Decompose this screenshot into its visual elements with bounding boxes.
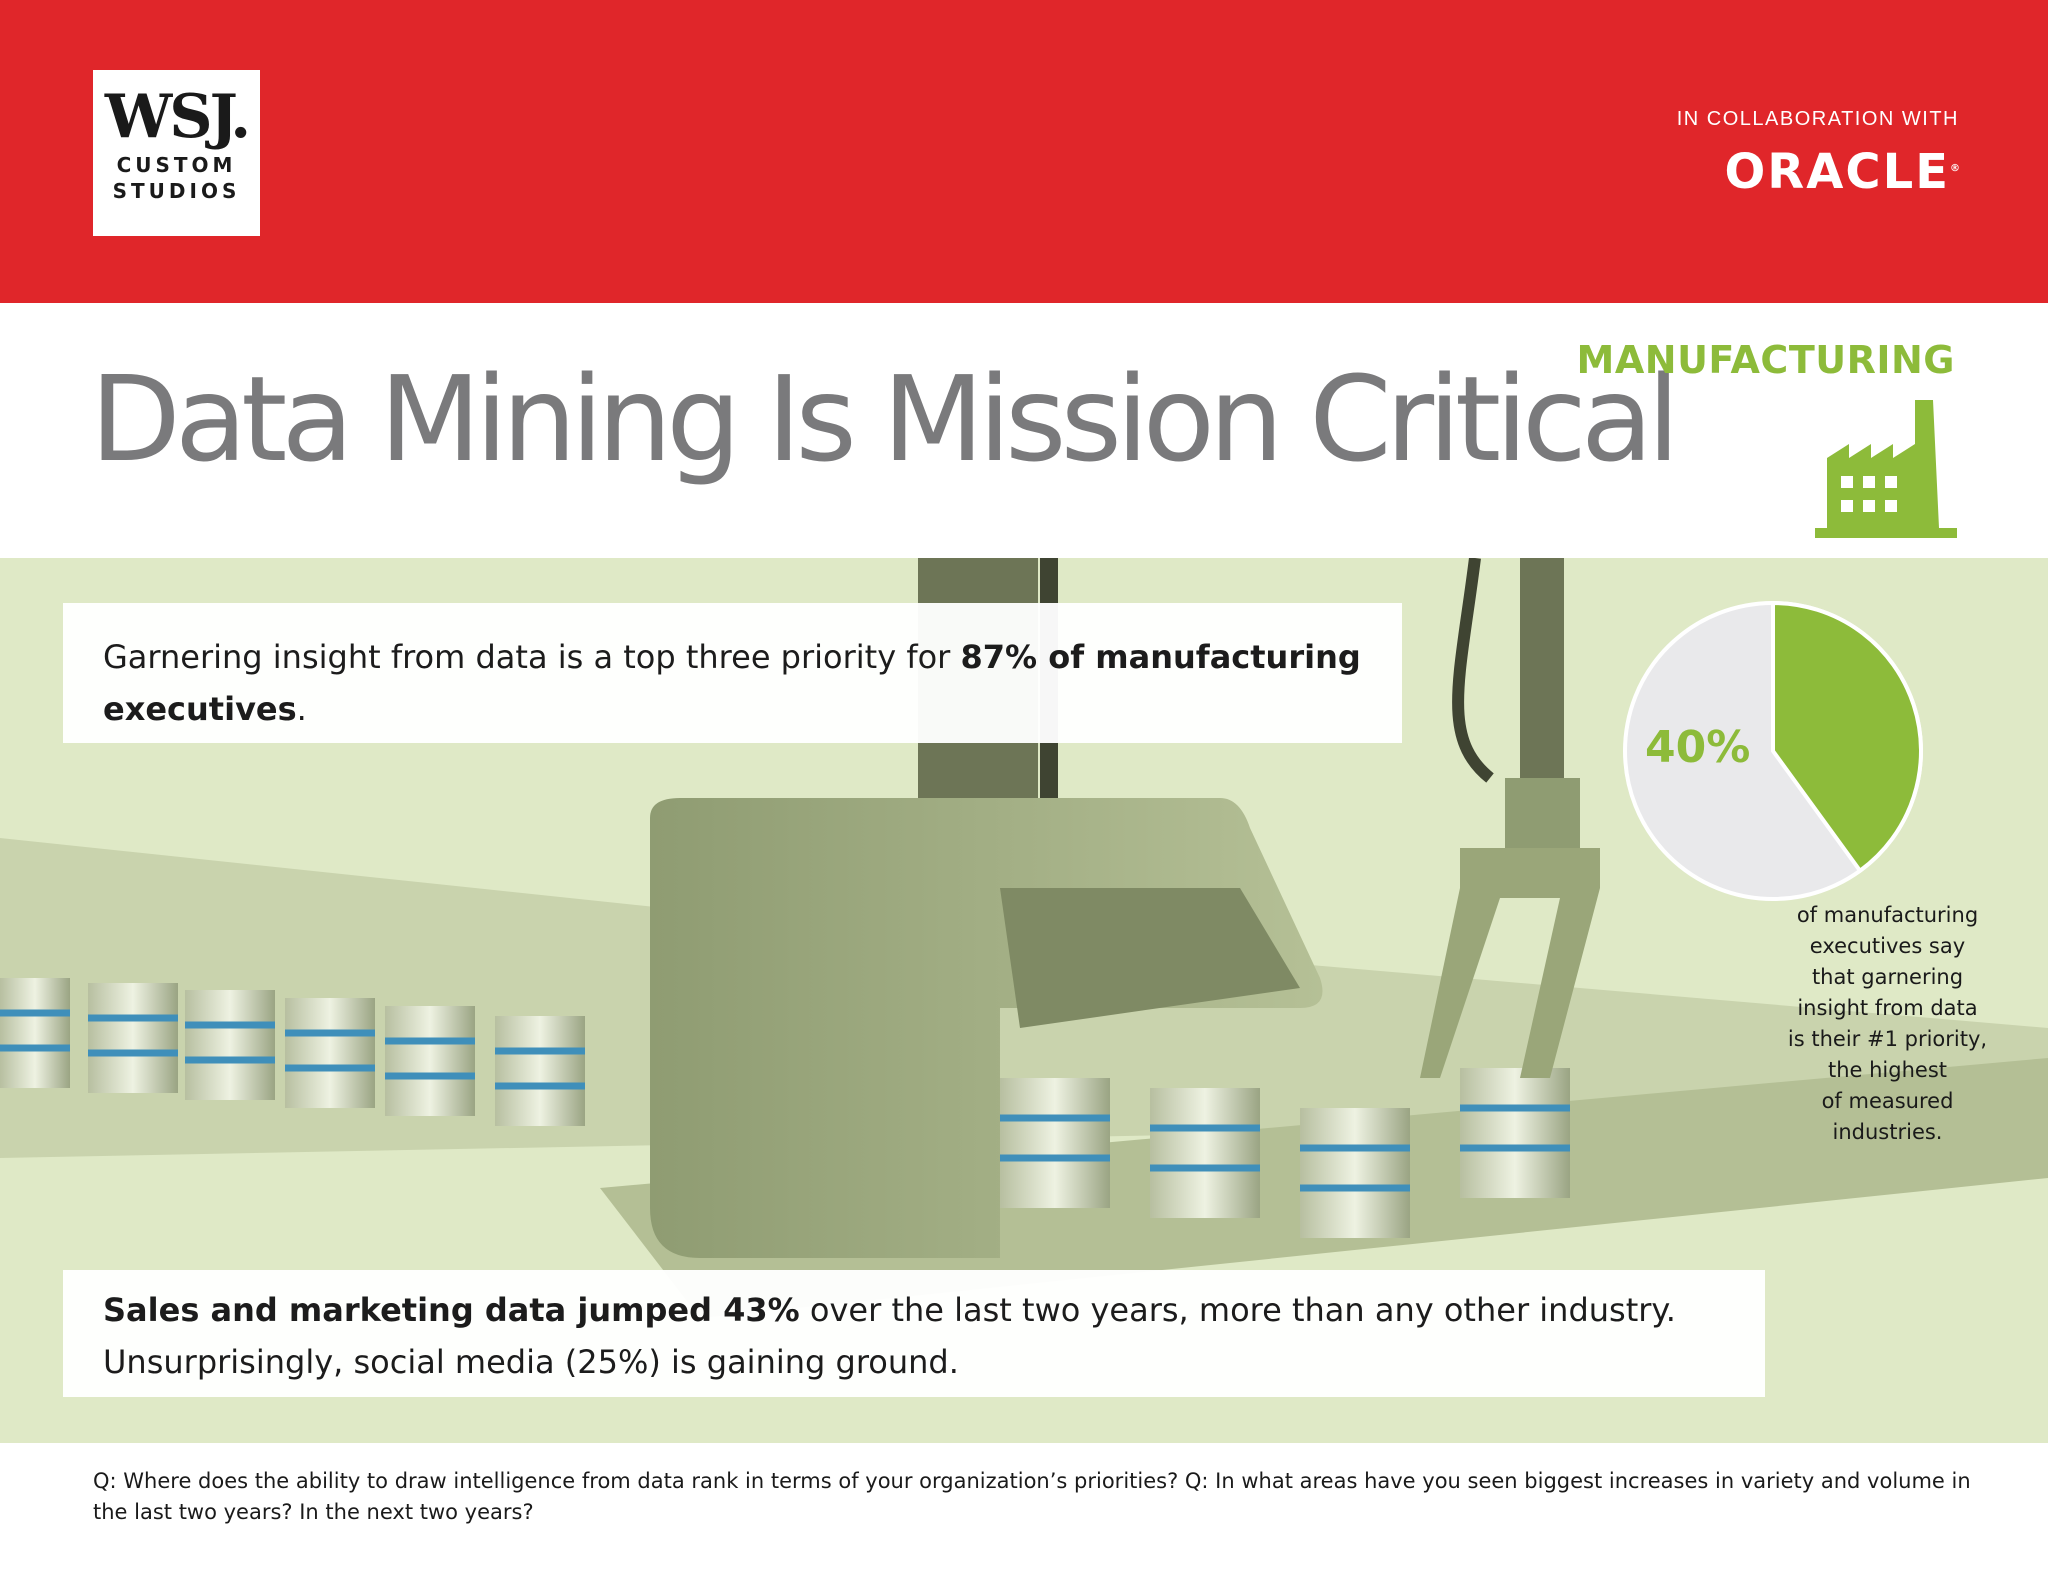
cans (0, 978, 1570, 1238)
industry-label: MANUFACTURING (1576, 338, 1955, 382)
callout-top-text-normal: Garnering insight from data is a top thr… (103, 638, 961, 676)
pie-caption-line: the highest (1827, 1058, 1948, 1082)
pie-caption-line: of measured (1821, 1089, 1954, 1113)
wsj-logo-mark: WSJ. (104, 82, 251, 152)
callout-top-text-bold: 87% of manufacturing executives (103, 638, 1361, 728)
pie-slice-40pct (1771, 600, 1923, 874)
collaboration-label: IN COLLABORATION WITH (1676, 108, 1959, 130)
header-banner: WSJ. CUSTOM STUDIOS IN COLLABORATION WIT… (0, 0, 2048, 303)
pie-caption-line: insight from data (1797, 996, 1978, 1020)
callout-bottom-text-normal: over the last two years, more than any o… (103, 1291, 1676, 1381)
wsj-logo-sub-line1: CUSTOM (116, 153, 237, 177)
wsj-custom-studios-logo: WSJ. CUSTOM STUDIOS (93, 70, 260, 236)
pie-caption-line: industries. (1832, 1120, 1943, 1144)
callout-bottom-text-bold: Sales and marketing data jumped 43% (103, 1291, 800, 1329)
factory-icon (1815, 400, 1957, 538)
callout-bottom-text: Sales and marketing data jumped 43% over… (103, 1284, 1763, 1388)
pie-percentage-label: 40% (1645, 722, 1751, 773)
conveyor-robot-illustration (0, 558, 2048, 1318)
callout-bottom: Sales and marketing data jumped 43% over… (63, 1270, 1765, 1397)
oracle-logo: ORACLE® (1724, 144, 1962, 200)
pie-caption-line: executives say (1809, 934, 1966, 958)
page-title: Data Mining Is Mission Critical (90, 350, 1680, 488)
wsj-logo-subtitle: CUSTOM STUDIOS (93, 152, 260, 204)
pie-caption-line: is their #1 priority, (1787, 1027, 1988, 1051)
callout-top-text: Garnering insight from data is a top thr… (103, 631, 1363, 735)
wsj-logo-sub-line2: STUDIOS (112, 179, 241, 203)
oracle-logo-text: ORACLE (1724, 144, 1950, 200)
pie-caption: of manufacturing executives say that garne… (1780, 900, 1995, 1148)
priority-pie-chart (1623, 600, 1923, 901)
pie-caption-line: of manufacturing (1796, 903, 1979, 927)
pie-caption-line: that garnering (1811, 965, 1964, 989)
callout-top-text-end: . (296, 690, 307, 728)
callout-top: Garnering insight from data is a top thr… (63, 603, 1402, 743)
survey-footnote: Q: Where does the ability to draw intell… (93, 1469, 1971, 1524)
